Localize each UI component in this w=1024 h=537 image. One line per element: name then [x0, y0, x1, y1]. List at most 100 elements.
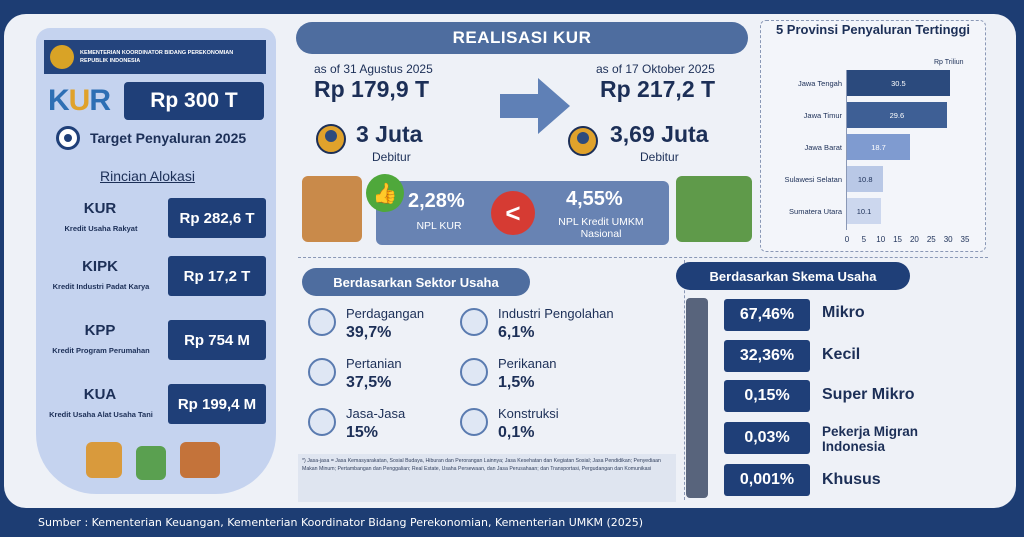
chart-tick-label: 15: [893, 235, 903, 244]
chart-tick-label: 0: [844, 235, 850, 244]
kur-logo: KUR: [48, 84, 111, 117]
chart-unit: Rp Triliun: [934, 59, 964, 66]
vegetable-seller-illustration: [302, 176, 362, 242]
sektor-value: 39,7%: [346, 324, 392, 341]
npl-kur-label: NPL KUR: [416, 220, 462, 232]
chart-category-label: Sumatera Utara: [789, 207, 842, 216]
chart-category-label: Jawa Tengah: [797, 79, 842, 88]
allocation-name: KUR: [83, 200, 117, 217]
npl-umkm-value: 4,55%: [566, 188, 623, 210]
plant-icon: [308, 358, 336, 386]
skema-name: Kecil: [822, 346, 861, 363]
skema-value: 0,001%: [724, 464, 810, 496]
asof-left: as of 31 Agustus 2025: [314, 62, 433, 76]
service-icon: [308, 408, 336, 436]
allocation-kipk: KIPK Kredit Industri Padat Karya Rp 17,2…: [40, 256, 270, 300]
shop-icon: [308, 308, 336, 336]
sektor-name: Perdagangan: [346, 306, 425, 321]
arrow-right-icon: [500, 78, 570, 134]
debitur-right: 3,69 Juta: [610, 121, 709, 147]
debitur-right-label: Debitur: [640, 150, 679, 164]
garuda-emblem-icon: [50, 45, 74, 69]
skema-name: Super Mikro: [822, 386, 915, 403]
sektor-value: 1,5%: [498, 374, 535, 391]
chart-axis: [846, 70, 847, 230]
sektor-name: Pertanian: [346, 356, 402, 371]
less-than-icon: <: [491, 191, 535, 235]
divider: [298, 257, 988, 258]
realisasi-left-value: Rp 179,9 T: [314, 76, 430, 102]
debitur-icon: [568, 126, 598, 156]
sektor-value: 37,5%: [346, 374, 392, 391]
chart-bar: 10.8: [847, 166, 884, 192]
chart-bar: 30.5: [847, 70, 950, 96]
allocation-value: Rp 17,2 T: [168, 256, 266, 296]
ministry-header: KEMENTERIAN KOORDINATOR BIDANG PEREKONOM…: [44, 40, 266, 74]
allocation-desc: Kredit Usaha Rakyat: [64, 224, 138, 233]
sektor-name: Konstruksi: [498, 406, 559, 421]
allocation-value: Rp 282,6 T: [168, 198, 266, 238]
chart-category-label: Jawa Barat: [804, 143, 842, 152]
chart-title: 5 Provinsi Penyaluran Tertinggi: [775, 22, 971, 37]
chart-tick-label: 35: [960, 235, 970, 244]
debitur-left: 3 Juta: [356, 121, 423, 147]
chart-tick-label: 10: [876, 235, 886, 244]
chart-bar: 10.1: [847, 198, 882, 224]
skema-name: Pekerja Migran Indonesia: [822, 424, 919, 454]
npl-kur-value: 2,28%: [408, 190, 465, 212]
sektor-value: 0,1%: [498, 424, 535, 441]
skema-value: 0,03%: [724, 422, 810, 454]
sektor-name: Jasa-Jasa: [346, 406, 406, 421]
divider: [684, 260, 685, 500]
source-note: Sumber : Kementerian Keuangan, Kementeri…: [38, 516, 644, 529]
fruit-seller-illustration: [676, 176, 752, 242]
npl-umkm-label: NPL Kredit UMKM Nasional: [558, 216, 644, 240]
allocation-name: KUA: [83, 386, 117, 403]
food-cart-illustration: [180, 442, 220, 478]
fish-icon: [460, 358, 488, 386]
skema-value: 67,46%: [724, 299, 810, 331]
realisasi-banner: REALISASI KUR: [296, 22, 748, 54]
chart-tick-label: 30: [943, 235, 953, 244]
skema-value: 32,36%: [724, 340, 810, 372]
allocation-kua: KUA Kredit Usaha Alat Usaha Tani Rp 199,…: [40, 384, 270, 428]
thumbs-up-icon: 👍: [366, 174, 404, 212]
skema-name: Khusus: [822, 471, 881, 488]
allocation-name: KPP: [84, 322, 116, 339]
chart-category-label: Jawa Timur: [803, 111, 842, 120]
ministry-name: KEMENTERIAN KOORDINATOR BIDANG PEREKONOM…: [80, 50, 234, 64]
debitur-left-label: Debitur: [372, 150, 411, 164]
chart-bar: 29.6: [847, 102, 947, 128]
worker-photo: [686, 298, 708, 498]
chart-tick-label: 5: [861, 235, 867, 244]
debitur-icon: [316, 124, 346, 154]
market-stall-illustration: [86, 442, 122, 478]
gear-icon: [460, 308, 488, 336]
sektor-name: Industri Pengolahan: [498, 306, 614, 321]
allocation-desc: Kredit Industri Padat Karya: [52, 282, 150, 291]
chart-tick-label: 25: [926, 235, 936, 244]
skema-value: 0,15%: [724, 380, 810, 412]
sektor-name: Perikanan: [498, 356, 557, 371]
asof-right: as of 17 Oktober 2025: [596, 62, 715, 76]
target-value: Rp 300 T: [124, 82, 264, 120]
farmer-illustration: [136, 446, 166, 480]
target-label: Target Penyaluran 2025: [90, 130, 247, 146]
skema-heading: Berdasarkan Skema Usaha: [676, 262, 910, 290]
allocation-value: Rp 754 M: [168, 320, 266, 360]
rincian-title: Rincian Alokasi: [100, 168, 195, 184]
allocation-desc: Kredit Program Perumahan: [52, 346, 150, 355]
sektor-value: 6,1%: [498, 324, 535, 341]
sektor-footnote: *) Jasa-jasa = Jasa Kemasyarakatan, Sosi…: [298, 454, 676, 502]
sektor-heading: Berdasarkan Sektor Usaha: [302, 268, 530, 296]
chart-bar: 18.7: [847, 134, 911, 160]
target-icon: [56, 126, 80, 150]
skema-name: Mikro: [822, 304, 865, 321]
allocation-kpp: KPP Kredit Program Perumahan Rp 754 M: [40, 320, 270, 364]
allocation-value: Rp 199,4 M: [168, 384, 266, 424]
allocation-kur: KUR Kredit Usaha Rakyat Rp 282,6 T: [40, 198, 270, 242]
allocation-name: KIPK: [82, 258, 118, 275]
realisasi-right-value: Rp 217,2 T: [600, 76, 716, 102]
allocation-desc: Kredit Usaha Alat Usaha Tani: [49, 410, 153, 419]
sektor-value: 15%: [346, 424, 379, 441]
